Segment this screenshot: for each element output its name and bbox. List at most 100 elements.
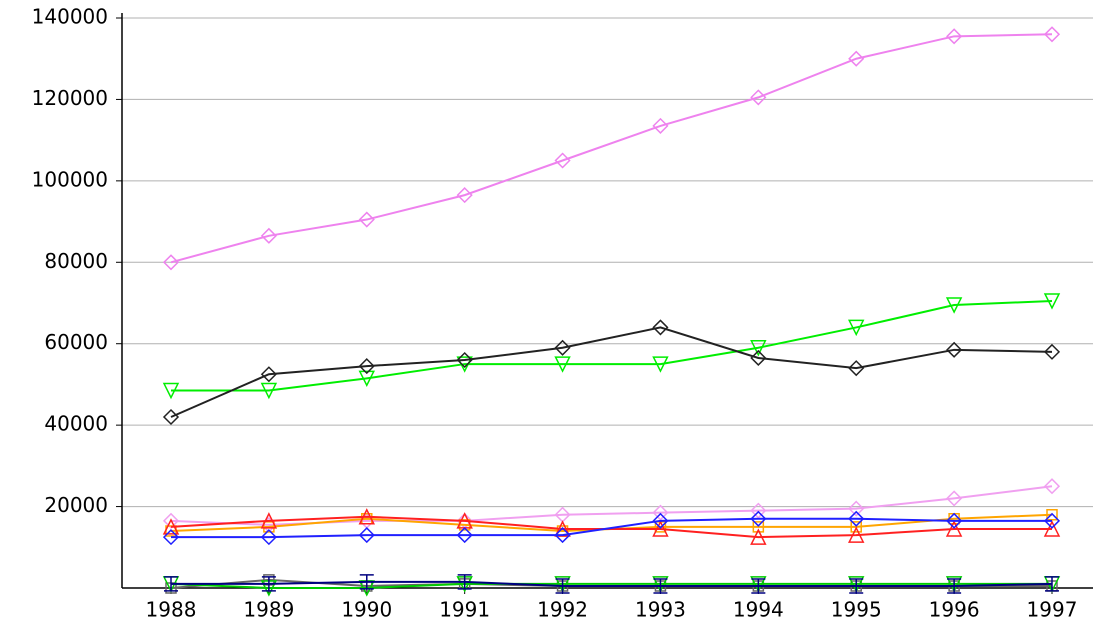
marker xyxy=(945,297,963,314)
marker xyxy=(260,382,278,400)
y-tick-label: 140000 xyxy=(32,5,108,29)
marker xyxy=(162,254,180,271)
marker xyxy=(263,521,275,533)
x-tick-label: 1997 xyxy=(1027,598,1078,622)
series-line xyxy=(170,582,1052,589)
marker xyxy=(1043,512,1061,529)
marker xyxy=(946,341,963,358)
series-line xyxy=(170,326,1053,418)
marker xyxy=(752,521,765,533)
marker xyxy=(848,526,865,543)
marker xyxy=(945,576,963,593)
marker xyxy=(358,370,375,387)
marker xyxy=(947,578,962,594)
marker xyxy=(260,512,278,529)
marker xyxy=(457,574,472,590)
marker xyxy=(652,117,669,134)
series-line xyxy=(170,33,1053,264)
y-tick-label: 100000 xyxy=(32,167,108,191)
marker xyxy=(946,28,963,45)
x-tick-label: 1989 xyxy=(243,598,294,622)
marker xyxy=(750,340,767,357)
marker xyxy=(653,578,668,594)
y-tick-label: 120000 xyxy=(32,86,108,110)
marker xyxy=(850,521,862,533)
marker xyxy=(1043,293,1061,310)
marker xyxy=(945,520,963,537)
y-tick-label: 60000 xyxy=(44,330,108,354)
marker xyxy=(554,576,571,593)
marker xyxy=(162,382,180,400)
marker xyxy=(848,360,865,377)
marker xyxy=(848,576,865,593)
marker xyxy=(162,529,180,546)
marker xyxy=(849,578,864,594)
marker xyxy=(456,187,473,204)
series-line xyxy=(170,515,1052,539)
marker xyxy=(260,366,277,383)
marker xyxy=(162,518,180,535)
series-line xyxy=(171,580,1053,587)
x-tick-label: 1996 xyxy=(929,598,980,622)
marker xyxy=(948,580,960,592)
marker xyxy=(261,576,276,592)
marker xyxy=(750,89,767,106)
marker xyxy=(752,580,765,592)
marker xyxy=(850,580,862,592)
marker xyxy=(654,580,667,592)
marker xyxy=(358,508,375,525)
marker xyxy=(750,502,767,519)
marker xyxy=(750,510,767,527)
x-tick-label: 1988 xyxy=(146,598,197,622)
marker xyxy=(260,529,277,546)
marker xyxy=(162,408,180,426)
marker xyxy=(652,504,669,521)
marker xyxy=(260,227,277,244)
marker xyxy=(652,319,669,336)
y-tick-label: 20000 xyxy=(44,493,108,517)
marker xyxy=(946,490,963,507)
marker xyxy=(1043,520,1061,537)
marker xyxy=(456,527,473,544)
marker xyxy=(1043,343,1061,360)
marker xyxy=(358,358,375,375)
marker xyxy=(750,576,767,593)
marker xyxy=(555,578,570,594)
marker xyxy=(1045,576,1059,592)
marker xyxy=(1043,478,1061,495)
marker xyxy=(458,519,471,531)
marker xyxy=(554,527,571,544)
x-tick-label: 1993 xyxy=(635,598,686,622)
x-tick-label: 1995 xyxy=(831,598,882,622)
marker xyxy=(359,574,374,590)
marker xyxy=(358,211,375,228)
x-tick-label: 1991 xyxy=(439,598,490,622)
y-tick-label: 40000 xyxy=(44,412,108,436)
marker xyxy=(848,50,865,67)
marker xyxy=(848,510,865,527)
x-tick-label: 1992 xyxy=(537,598,588,622)
marker xyxy=(652,520,669,537)
marker xyxy=(554,339,571,356)
marker xyxy=(652,576,669,593)
marker xyxy=(556,580,569,592)
marker xyxy=(848,500,865,517)
y-tick-label: 80000 xyxy=(44,249,108,273)
marker xyxy=(750,349,767,367)
x-tick-label: 1990 xyxy=(341,598,392,622)
marker xyxy=(164,576,178,592)
series-line xyxy=(171,517,1052,539)
marker xyxy=(751,578,766,594)
marker xyxy=(652,512,669,529)
marker xyxy=(162,512,180,529)
marker xyxy=(750,528,767,545)
series-line xyxy=(171,299,1053,392)
marker xyxy=(946,512,963,529)
marker xyxy=(652,356,669,373)
marker xyxy=(1043,26,1061,43)
marker xyxy=(848,319,865,337)
marker xyxy=(358,527,375,544)
marker xyxy=(456,351,473,369)
x-tick-label: 1994 xyxy=(733,598,784,622)
